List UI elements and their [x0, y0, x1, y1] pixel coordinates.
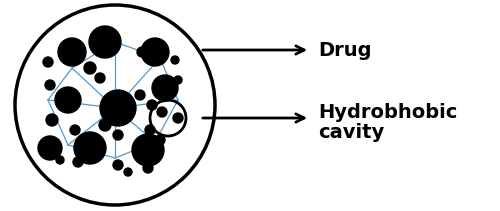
- Circle shape: [132, 134, 164, 166]
- Circle shape: [55, 87, 81, 113]
- Circle shape: [95, 73, 105, 83]
- Circle shape: [84, 62, 96, 74]
- Circle shape: [113, 160, 123, 170]
- Circle shape: [174, 76, 182, 84]
- Circle shape: [100, 90, 136, 126]
- Circle shape: [152, 75, 178, 101]
- Circle shape: [171, 56, 179, 64]
- Text: Drug: Drug: [318, 41, 372, 60]
- Circle shape: [135, 90, 145, 100]
- Circle shape: [74, 132, 106, 164]
- Circle shape: [99, 119, 111, 131]
- Circle shape: [58, 38, 86, 66]
- Circle shape: [113, 130, 123, 140]
- Circle shape: [45, 80, 55, 90]
- Circle shape: [141, 38, 169, 66]
- Circle shape: [143, 163, 153, 173]
- Circle shape: [124, 168, 132, 176]
- Circle shape: [46, 114, 58, 126]
- Circle shape: [137, 47, 147, 57]
- Circle shape: [38, 136, 62, 160]
- Circle shape: [56, 156, 64, 164]
- Circle shape: [157, 107, 167, 117]
- Circle shape: [173, 113, 183, 123]
- Text: Hydrobhobic: Hydrobhobic: [318, 103, 458, 122]
- Circle shape: [43, 57, 53, 67]
- Circle shape: [155, 135, 165, 145]
- Circle shape: [73, 157, 83, 167]
- Text: cavity: cavity: [318, 123, 384, 142]
- Circle shape: [145, 125, 155, 135]
- Circle shape: [70, 125, 80, 135]
- Circle shape: [147, 100, 157, 110]
- Circle shape: [89, 26, 121, 58]
